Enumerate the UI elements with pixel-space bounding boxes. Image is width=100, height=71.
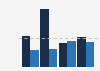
Bar	[22, 36, 30, 67]
Bar	[30, 50, 39, 67]
Bar	[40, 9, 49, 67]
Bar	[59, 43, 67, 67]
Bar	[49, 49, 57, 67]
Bar	[77, 37, 86, 67]
Bar	[67, 41, 76, 67]
Bar	[86, 42, 94, 67]
